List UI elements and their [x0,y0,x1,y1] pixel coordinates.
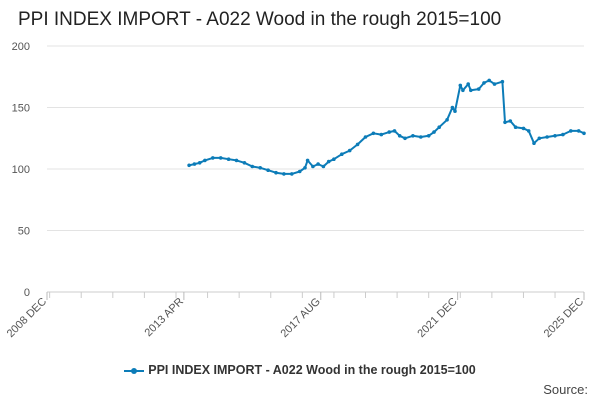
data-point [250,164,255,169]
data-point [553,134,557,138]
data-point [437,125,442,129]
x-tick-label: 2008 DEC [5,296,49,340]
data-point [469,88,473,93]
legend-label: PPI INDEX IMPORT - A022 Wood in the roug… [148,363,476,377]
data-point [492,82,497,86]
data-point [532,141,536,145]
data-point [282,172,286,176]
data-point [450,105,455,110]
data-point [363,135,368,139]
x-tick-label: 2013 APR [142,296,186,340]
data-point [582,131,586,136]
data-point [426,134,431,138]
data-point [487,78,492,83]
data-point [340,152,344,156]
data-point [371,131,376,136]
data-point [453,109,457,113]
data-point [569,129,573,133]
y-tick-label: 200 [12,41,30,53]
data-point [513,125,518,129]
data-point [332,157,336,161]
data-point [187,163,191,168]
data-point [387,130,392,134]
data-point [458,83,463,88]
data-point [466,82,471,86]
data-point [476,87,481,91]
source-label: Source: [543,382,588,397]
data-point [211,156,215,160]
data-point [326,159,331,164]
data-point [500,79,505,84]
data-point [508,119,513,123]
data-point [355,142,360,147]
series-group [187,78,586,176]
data-point [461,88,465,93]
x-axis: 2008 DEC 2013 APR 2017 AUG 2021 DEC 2025 DEC [5,291,586,340]
data-point [503,120,507,125]
x-tick-label: 2021 DEC [415,296,459,340]
legend-swatch-icon [124,366,145,376]
data-point [290,172,294,176]
gridlines [47,45,584,231]
data-point [311,164,315,169]
data-point [576,129,581,133]
data-point [419,135,423,139]
data-point [218,156,223,160]
data-point [445,118,449,122]
data-point [266,168,270,172]
data-point [432,130,436,134]
data-point [537,136,542,141]
data-point [242,161,247,165]
data-point [392,129,397,133]
data-point [561,132,565,137]
data-point [234,158,239,163]
data-point [197,161,202,165]
data-point [192,162,197,166]
data-point [482,81,486,85]
y-tick-label: 150 [12,103,30,115]
data-point [305,158,310,163]
data-point [411,134,415,138]
data-point [303,166,307,170]
data-point [379,132,384,137]
data-point [526,129,531,133]
data-point [321,164,326,169]
y-tick-label: 50 [18,226,30,238]
x-tick-label: 2025 DEC [542,296,586,340]
y-axis: 0 50 100 150 200 [12,41,30,299]
legend[interactable]: PPI INDEX IMPORT - A022 Wood in the roug… [0,363,600,377]
data-point [397,134,402,138]
data-point [403,136,407,141]
data-point [521,126,526,131]
data-point [274,170,278,175]
data-point [347,148,352,153]
y-tick-label: 100 [12,164,30,176]
data-point [203,158,207,163]
y-tick-label: 0 [24,287,30,299]
data-point [226,157,231,161]
data-point [316,162,320,166]
data-point [297,169,302,174]
x-tick-label: 2017 AUG [279,296,323,340]
chart-title: PPI INDEX IMPORT - A022 Wood in the roug… [18,9,502,30]
data-point [258,166,263,170]
data-point [545,135,549,139]
